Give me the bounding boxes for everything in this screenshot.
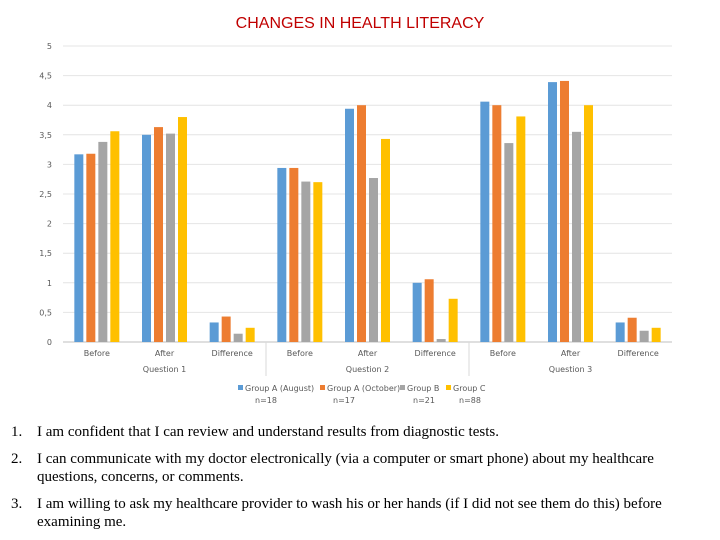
bar [560,80,569,342]
bar [424,279,434,342]
y-tick-label: 4 [47,101,52,110]
bar [651,327,661,342]
chart-title: CHANGES IN HEALTH LITERACY [236,15,485,32]
y-tick-label: 3 [47,160,52,169]
bar [110,131,120,342]
bar [209,322,219,342]
bar [381,138,390,342]
bar [548,82,557,342]
bar [492,105,502,342]
bar [221,316,231,342]
y-tick-label: 1,5 [39,249,52,258]
note-number: 2. [11,451,23,467]
bars [74,80,661,342]
x-tick-label: Difference [212,349,253,358]
gridlines [63,45,672,343]
x-tick-label: After [561,349,581,358]
legend-swatch [320,385,325,390]
note-text: I am willing to ask my healthcare provid… [37,496,662,530]
y-tick-label: 3,5 [39,131,52,140]
bar [639,330,649,342]
bar [345,108,354,342]
y-tick-label: 2,5 [39,190,52,199]
bar [516,116,526,342]
x-tick-label: Difference [618,349,659,358]
x-group-label: Question 2 [346,365,389,374]
legend-label: Group A (October) [327,384,400,393]
legend-swatch [238,385,243,390]
y-tick-label: 5 [47,42,52,51]
y-tick-label: 0 [47,338,52,347]
bar [627,317,637,342]
bar [245,327,255,342]
x-tick-label: Before [84,349,110,358]
legend-sublabel: n=17 [333,396,355,405]
y-axis-ticks: 0 0,5 1 1,5 2 2,5 3 3,5 4 4,5 5 [39,42,52,347]
bar [277,167,287,342]
legend-sublabel: n=88 [459,396,481,405]
bar [289,167,299,342]
bar [74,154,84,342]
y-tick-label: 1 [47,279,52,288]
legend-label: Group B [407,384,439,393]
note-item: 2. I can communicate with my doctor elect… [0,450,700,486]
legend-sublabel: n=21 [413,396,435,405]
y-tick-label: 4,5 [39,72,52,81]
legend: Group A (August) n=18 Group A (October) n=1… [238,384,486,405]
bar [615,322,625,342]
question-notes: 1. I am confident that I can review and u… [0,423,700,540]
note-text: I am confident that I can review and und… [37,424,499,440]
bar [98,141,108,342]
bar [142,134,151,342]
note-text: I can communicate with my doctor electro… [37,451,654,485]
bar [301,181,311,342]
x-tick-label: Before [490,349,516,358]
bar [86,153,96,342]
bar [178,117,187,342]
bar [584,105,593,342]
legend-swatch [400,385,405,390]
bar [436,339,446,342]
bar [154,127,163,342]
bar [480,101,490,342]
x-group-label: Question 3 [549,365,592,374]
x-tick-label: After [155,349,175,358]
note-number: 1. [11,424,23,440]
y-tick-label: 0,5 [39,308,52,317]
x-tick-label: Before [287,349,313,358]
legend-sublabel: n=18 [255,396,277,405]
x-axis-labels: Before After Difference Before After Differen… [84,342,659,376]
bar [448,298,458,342]
bar [572,131,581,342]
bar [504,143,514,342]
bar-chart: CHANGES IN HEALTH LITERACY 0 0,5 1 1,5 2 2,5 3… [39,15,672,405]
legend-label: Group A (August) [245,384,314,393]
bar [357,105,366,342]
note-number: 3. [11,496,23,512]
bar [233,333,243,342]
note-item: 3. I am willing to ask my healthcare prov… [0,495,700,531]
y-tick-label: 2 [47,220,52,229]
legend-swatch [446,385,451,390]
bar [369,178,378,342]
legend-label: Group C [453,384,486,393]
x-group-label: Question 1 [143,365,186,374]
bar [412,282,422,342]
x-tick-label: Difference [415,349,456,358]
x-tick-label: After [358,349,378,358]
note-item: 1. I am confident that I can review and u… [0,423,700,441]
bar [313,182,323,342]
bar [166,133,175,342]
